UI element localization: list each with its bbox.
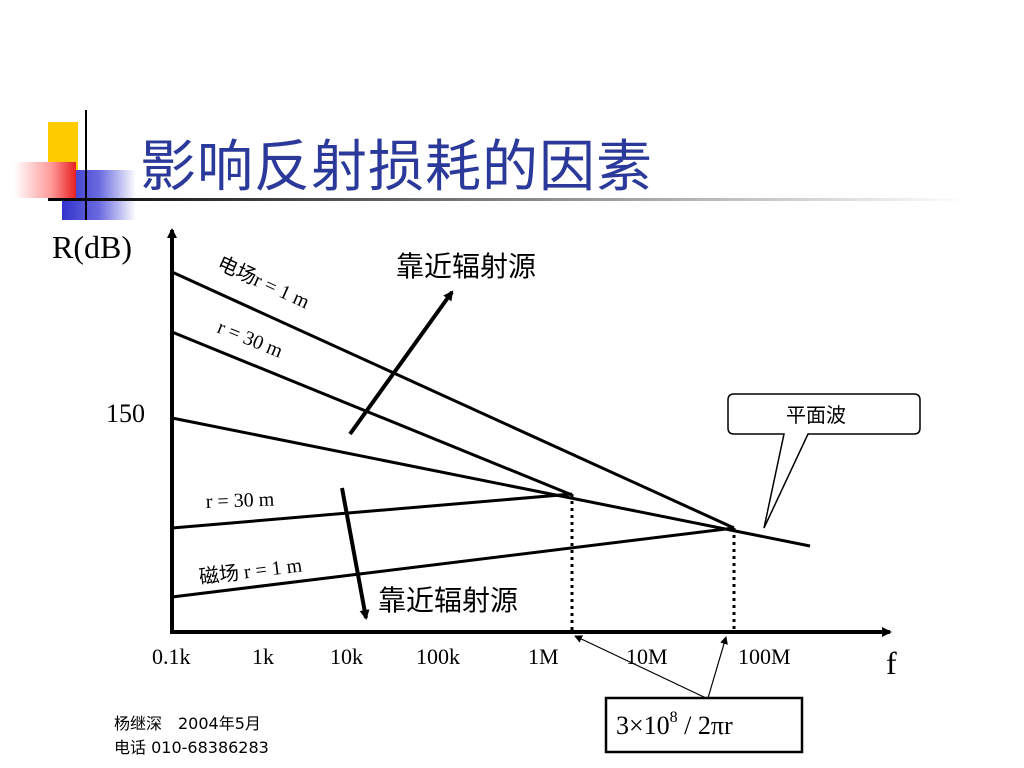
x-tick-label: 10M	[626, 644, 668, 669]
toward-source-down-arrow	[340, 487, 370, 620]
label-magnetic-30m: r = 30 m	[205, 489, 275, 513]
x-tick-label: 1k	[252, 644, 274, 669]
formula-box	[604, 696, 804, 754]
footer-author: 杨继深 2004年5月	[114, 714, 261, 733]
formula-base: 10	[644, 711, 670, 740]
plane-wave-label: 平面波	[786, 404, 846, 427]
plane-wave-callout	[727, 393, 921, 529]
formula-text: 3×108 / 2πr	[616, 709, 733, 740]
formula-pointer-100m	[707, 636, 728, 699]
formula-rest: / 2πr	[678, 711, 733, 740]
electric-field-line-30m	[171, 330, 573, 497]
decorative-logo	[14, 110, 136, 220]
magnetic-field-line-1m	[171, 526, 735, 599]
page-title: 影响反射损耗的因素	[140, 135, 653, 200]
label-electric-30m: r = 30 m	[214, 316, 286, 362]
formula-coef: 3×	[616, 711, 644, 740]
label-electric-1m: 电场r = 1 m	[214, 252, 314, 314]
title-underline	[48, 198, 968, 201]
x-tick-label: 1M	[528, 644, 559, 669]
x-tick-label: 0.1k	[152, 644, 191, 669]
y-tick-150: 150	[106, 399, 145, 428]
toward-source-up-label: 靠近辐射源	[396, 251, 536, 283]
plane-wave-line	[171, 416, 811, 548]
toward-source-down-label: 靠近辐射源	[378, 585, 518, 617]
electric-field-line-1m	[171, 270, 735, 530]
x-tick-label: 100k	[416, 644, 460, 669]
magnetic-field-line-30m	[171, 492, 573, 530]
toward-source-up-arrow	[348, 290, 454, 436]
formula-pointer-1m	[574, 635, 707, 699]
x-tick-label: 10k	[330, 644, 363, 669]
x-axis-label: f	[886, 645, 897, 681]
x-tick-label: 100M	[738, 644, 791, 669]
y-axis-label: R(dB)	[52, 229, 132, 265]
formula-exp: 8	[670, 709, 678, 726]
footer-phone: 电话 010-68386283	[114, 738, 269, 757]
